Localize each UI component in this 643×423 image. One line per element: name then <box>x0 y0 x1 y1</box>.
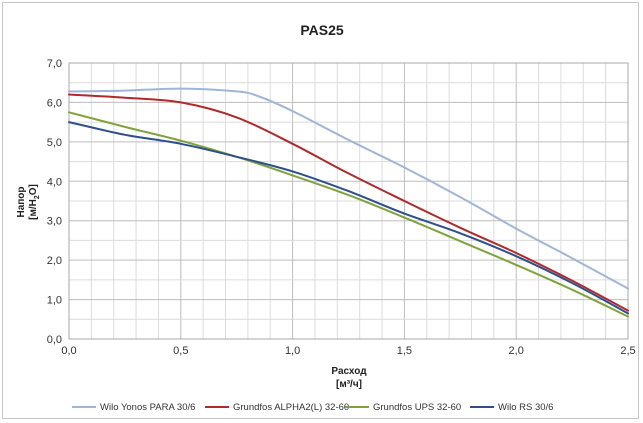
y-tick-label: 3,0 <box>47 216 62 228</box>
y-tick-label: 1,0 <box>47 295 62 307</box>
plot-grid <box>68 62 629 340</box>
series-line <box>68 87 629 290</box>
y-axis-label-line1: Напор <box>16 186 27 217</box>
y-axis-label-line2-pre: [м/H <box>28 199 39 220</box>
legend-label: Wilo Yonos PARA 30/6 <box>100 402 195 413</box>
x-tick-label: 0,0 <box>61 345 76 357</box>
legend-label: Grundfos UPS 32-60 <box>373 402 461 413</box>
y-axis-label-line2-sub: 2 <box>34 195 41 199</box>
x-tick-label: 1,0 <box>285 345 300 357</box>
x-tick-label: 2,0 <box>509 345 524 357</box>
x-axis-ticks: 0,0 0,5 1,0 1,5 2,0 2,5 <box>61 345 635 357</box>
x-tick-label: 2,5 <box>620 345 635 357</box>
y-tick-label: 6,0 <box>47 97 62 109</box>
x-tick-label: 1,5 <box>397 345 412 357</box>
y-axis-ticks: 0,0 1,0 2,0 3,0 4,0 5,0 6,0 7,0 <box>47 58 62 346</box>
legend-label: Wilo RS 30/6 <box>498 402 553 413</box>
chart-frame <box>2 2 639 419</box>
y-tick-label: 7,0 <box>47 58 62 70</box>
series-lines <box>68 87 629 318</box>
chart-title: PAS25 <box>300 22 344 38</box>
legend-label: Grundfos ALPHA2(L) 32-60 <box>233 402 349 413</box>
y-axis-label: Напор [м/H2O] <box>16 184 41 220</box>
series-line <box>68 93 629 312</box>
x-tick-label: 0,5 <box>173 345 188 357</box>
y-axis-label-line2-post: O] <box>28 184 39 195</box>
y-tick-label: 2,0 <box>47 255 62 267</box>
plot-area-border <box>68 62 629 340</box>
series-line <box>68 111 629 318</box>
y-tick-label: 0,0 <box>47 334 62 346</box>
y-tick-label: 5,0 <box>47 137 62 149</box>
series-line <box>68 121 629 315</box>
x-axis-label-line2: [м³/ч] <box>336 379 362 390</box>
x-axis-label-line1: Расход <box>331 366 367 377</box>
y-axis-label-line2: [м/H2O] <box>28 184 41 220</box>
y-tick-label: 4,0 <box>47 176 62 188</box>
chart-legend: Wilo Yonos PARA 30/6 Grundfos ALPHA2(L) 3… <box>72 402 553 413</box>
